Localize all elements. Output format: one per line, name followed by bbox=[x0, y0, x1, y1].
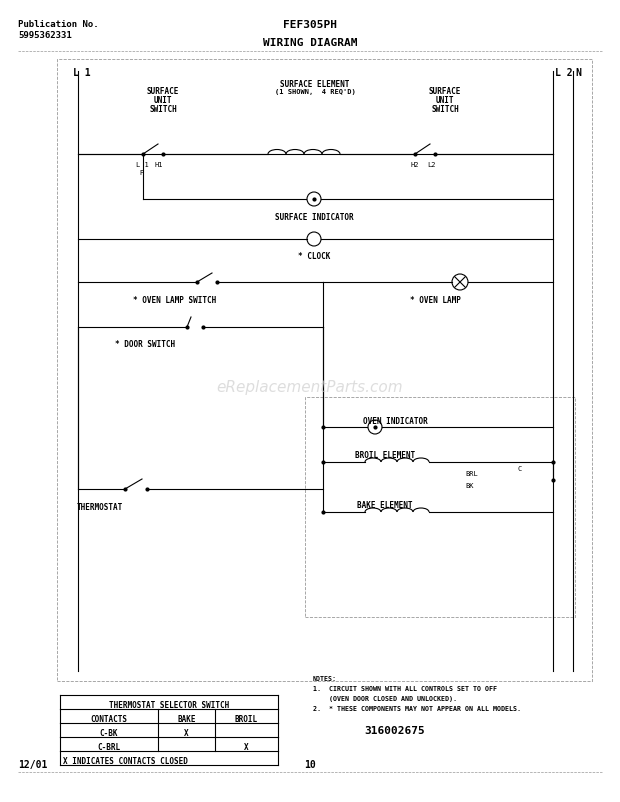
Text: SWITCH: SWITCH bbox=[431, 105, 459, 114]
Text: L 2: L 2 bbox=[555, 68, 573, 78]
Text: 12/01: 12/01 bbox=[18, 759, 47, 769]
Text: OVEN INDICATOR: OVEN INDICATOR bbox=[363, 416, 427, 426]
Text: * DOOR SWITCH: * DOOR SWITCH bbox=[115, 339, 175, 349]
Text: Publication No.: Publication No. bbox=[18, 20, 99, 29]
Text: NOTES:: NOTES: bbox=[313, 675, 337, 681]
Text: * OVEN LAMP: * OVEN LAMP bbox=[410, 296, 461, 305]
Bar bbox=[305, 398, 575, 618]
Text: BAKE ELEMENT: BAKE ELEMENT bbox=[357, 500, 413, 509]
Text: 1.  CIRCUIT SHOWN WITH ALL CONTROLS SET TO OFF: 1. CIRCUIT SHOWN WITH ALL CONTROLS SET T… bbox=[313, 685, 497, 691]
Text: H2: H2 bbox=[410, 162, 419, 168]
Text: X: X bbox=[184, 727, 189, 737]
Text: * CLOCK: * CLOCK bbox=[298, 252, 330, 261]
Text: BRL: BRL bbox=[465, 471, 478, 476]
Text: L 1: L 1 bbox=[136, 162, 148, 168]
Text: * OVEN LAMP SWITCH: * OVEN LAMP SWITCH bbox=[133, 296, 216, 305]
Text: SURFACE: SURFACE bbox=[147, 87, 179, 96]
Text: 10: 10 bbox=[304, 759, 316, 769]
Text: L2: L2 bbox=[428, 162, 436, 168]
Text: SURFACE: SURFACE bbox=[429, 87, 461, 96]
Text: THERMOSTAT: THERMOSTAT bbox=[77, 502, 123, 512]
Text: UNIT: UNIT bbox=[436, 96, 454, 105]
Text: eReplacementParts.com: eReplacementParts.com bbox=[216, 380, 404, 395]
Text: BROIL ELEMENT: BROIL ELEMENT bbox=[355, 451, 415, 460]
Text: THERMOSTAT SELECTOR SWITCH: THERMOSTAT SELECTOR SWITCH bbox=[109, 699, 229, 709]
Text: L 1: L 1 bbox=[73, 68, 91, 78]
Text: WIRING DIAGRAM: WIRING DIAGRAM bbox=[263, 38, 357, 48]
Text: FEF305PH: FEF305PH bbox=[283, 20, 337, 30]
Text: C: C bbox=[518, 465, 522, 472]
Text: BAKE: BAKE bbox=[177, 714, 196, 723]
Text: 316002675: 316002675 bbox=[365, 725, 425, 735]
Text: 5995362331: 5995362331 bbox=[18, 31, 72, 40]
Text: SWITCH: SWITCH bbox=[149, 105, 177, 114]
Text: C-BRL: C-BRL bbox=[97, 742, 120, 751]
Text: 2.  * THESE COMPONENTS MAY NOT APPEAR ON ALL MODELS.: 2. * THESE COMPONENTS MAY NOT APPEAR ON … bbox=[313, 705, 521, 711]
Text: BROIL: BROIL bbox=[235, 714, 258, 723]
Text: P: P bbox=[140, 170, 144, 176]
Text: CONTACTS: CONTACTS bbox=[91, 714, 128, 723]
Text: BK: BK bbox=[465, 482, 474, 488]
Text: (1 SHOWN,  4 REQ'D): (1 SHOWN, 4 REQ'D) bbox=[275, 89, 355, 95]
Text: X: X bbox=[244, 742, 249, 751]
Text: SURFACE ELEMENT: SURFACE ELEMENT bbox=[280, 80, 350, 89]
Text: C-BK: C-BK bbox=[100, 727, 118, 737]
Text: N: N bbox=[575, 68, 581, 78]
Bar bbox=[57, 60, 592, 681]
Text: SURFACE INDICATOR: SURFACE INDICATOR bbox=[275, 213, 353, 221]
Text: X INDICATES CONTACTS CLOSED: X INDICATES CONTACTS CLOSED bbox=[63, 755, 188, 764]
Text: UNIT: UNIT bbox=[154, 96, 172, 105]
Text: (OVEN DOOR CLOSED AND UNLOCKED).: (OVEN DOOR CLOSED AND UNLOCKED). bbox=[313, 695, 457, 701]
Text: H1: H1 bbox=[155, 162, 163, 168]
